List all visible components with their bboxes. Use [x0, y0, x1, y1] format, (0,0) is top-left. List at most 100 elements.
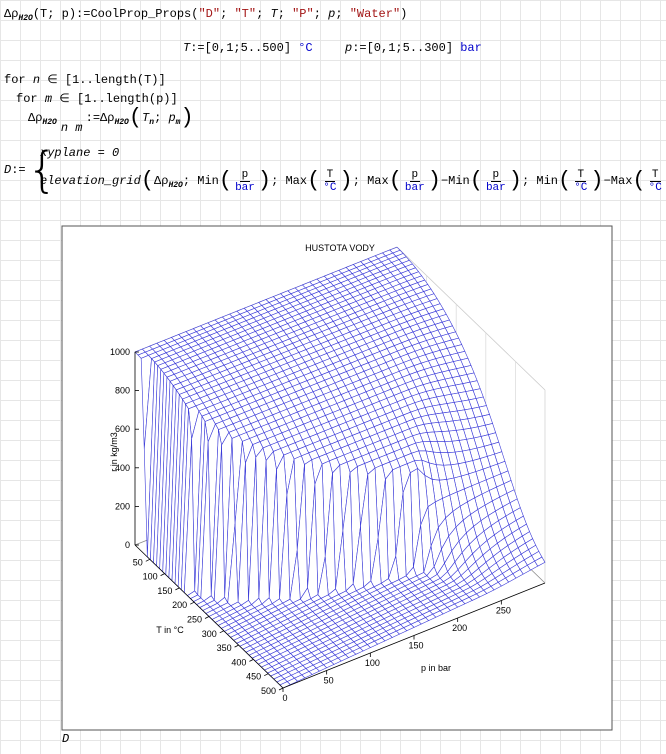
- func: Max: [610, 174, 633, 189]
- t-axis-label: T in °C: [156, 625, 184, 635]
- keyword: for: [4, 73, 26, 87]
- function: elevation_grid: [40, 174, 141, 189]
- t-tick-label: 450: [246, 672, 261, 682]
- keyword: for: [16, 92, 38, 106]
- sep: ;: [313, 7, 329, 21]
- den: bar: [404, 181, 425, 194]
- func: Max: [285, 174, 308, 189]
- t-tick-label: 300: [202, 629, 217, 639]
- p-tick-label: 100: [365, 658, 380, 668]
- subscript: H2O: [114, 118, 129, 128]
- p-tick-label: 250: [496, 606, 511, 616]
- t-tick-label: 200: [172, 600, 187, 610]
- minus: −: [603, 174, 611, 189]
- z-tick-label: 200: [115, 501, 130, 511]
- t-tick-label: 50: [133, 557, 143, 567]
- t-tick-label: 350: [217, 643, 232, 653]
- subscript: n: [149, 118, 155, 128]
- t-tick-label: 250: [187, 615, 202, 625]
- fraction: T °C: [647, 169, 664, 194]
- t-tick: [160, 573, 165, 576]
- arg: T: [270, 7, 278, 21]
- footer-label: D: [62, 731, 69, 747]
- t-tick: [204, 616, 210, 619]
- func: Min: [536, 174, 558, 189]
- surface: [134, 246, 546, 689]
- assignment: ΔρH2O n m :=ΔρH2O(Tn; pm): [28, 105, 194, 136]
- paren: (: [191, 7, 199, 21]
- loop: for m ∈ [1..length(p)]: [16, 91, 178, 107]
- paren: ): [180, 105, 194, 130]
- row-text: xyplane = 0: [40, 146, 120, 160]
- den: °C: [323, 181, 337, 194]
- paren: (: [140, 168, 155, 193]
- t-tick: [278, 687, 284, 691]
- range-def: p:=[0,1;5..300] bar: [345, 40, 482, 56]
- p-tick-label: 0: [282, 693, 287, 703]
- subscript: H2O: [168, 181, 183, 191]
- function: CoolProp_Props: [90, 7, 192, 21]
- fraction: T °C: [321, 169, 338, 194]
- t-tick-label: 400: [231, 657, 246, 667]
- den: °C: [574, 181, 588, 194]
- subscript: H2O: [42, 118, 57, 128]
- loop-range: ∈ [1..length(p)]: [59, 92, 178, 106]
- num: p: [490, 168, 502, 182]
- num: T: [324, 168, 336, 182]
- num: p: [409, 168, 421, 182]
- t-tick: [249, 659, 254, 662]
- z-tick-label: 1000: [110, 347, 130, 357]
- t-tick-label: 150: [157, 586, 172, 596]
- fraction: p bar: [403, 169, 427, 194]
- sep: ;: [220, 7, 235, 21]
- assign: :=: [85, 111, 101, 126]
- arg: "P": [292, 7, 314, 21]
- unit: bar: [460, 41, 482, 55]
- assign: :=: [76, 7, 91, 21]
- assign: :=: [190, 41, 205, 55]
- wall-edge: [396, 246, 546, 391]
- t-tick: [190, 601, 195, 605]
- index: n m: [60, 121, 83, 136]
- sep: ;: [335, 7, 350, 21]
- t-tick: [219, 630, 224, 634]
- plot-title: HUSTOTA VODY: [305, 243, 375, 253]
- arg: "Water": [349, 7, 401, 21]
- z-axis-label: r in kg/m3: [109, 432, 119, 472]
- symbol: Δρ: [4, 7, 19, 21]
- var: n: [32, 73, 41, 87]
- t-tick-label: 100: [143, 572, 158, 582]
- p-tick-label: 200: [452, 623, 467, 633]
- paren: (: [128, 105, 143, 130]
- symbol: D: [62, 732, 70, 746]
- assign: :=: [352, 41, 367, 55]
- symbol: Δρ: [100, 111, 115, 126]
- range-def: T:=[0,1;5..500] °C: [183, 40, 313, 56]
- z-tick-label: 600: [115, 424, 130, 434]
- loop: for n ∈ [1..length(T)]: [4, 72, 166, 88]
- subscript: m: [175, 118, 181, 128]
- symbol: T: [183, 41, 191, 55]
- axes: 1000800600400200050100150200250300350400…: [110, 347, 546, 703]
- arg: Δρ: [154, 174, 169, 189]
- num: T: [649, 168, 661, 182]
- minus: −: [440, 174, 449, 189]
- func: Min: [197, 174, 219, 189]
- z-tick-label: 400: [115, 463, 130, 473]
- var: m: [44, 92, 53, 106]
- func: Min: [448, 174, 470, 189]
- sep: ;: [256, 7, 271, 21]
- den: bar: [235, 181, 255, 194]
- arg: "T": [234, 7, 257, 21]
- d-def-lhs: D:=: [4, 162, 26, 178]
- arg: p: [328, 7, 336, 21]
- fraction: T °C: [572, 169, 589, 194]
- den: °C: [648, 181, 662, 194]
- z-tick-label: 800: [115, 386, 130, 396]
- fraction: p bar: [233, 169, 257, 194]
- symbol: Δρ: [28, 111, 43, 126]
- p-tick-label: 50: [324, 676, 334, 686]
- paren: ): [400, 7, 408, 21]
